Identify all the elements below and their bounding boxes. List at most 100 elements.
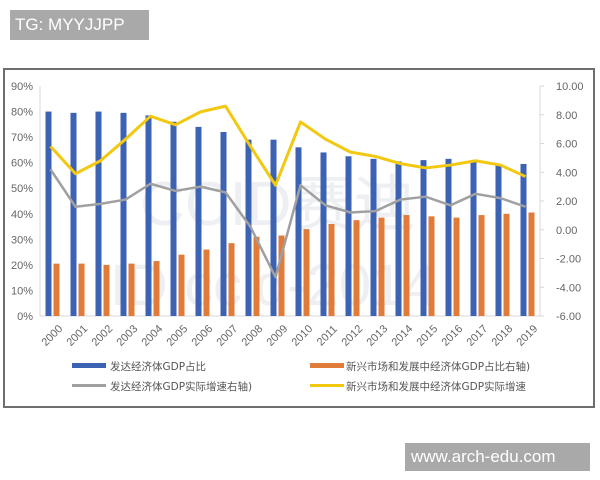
- bar-developed-share: [420, 160, 427, 316]
- right-axis-tick: -6.00: [556, 311, 581, 323]
- x-axis-label: 2018: [489, 323, 515, 349]
- legend-item-emerging-share: 新兴市场和发展中经济体GDP占比右轴): [310, 360, 530, 373]
- bar-emerging-share: [153, 261, 160, 316]
- left-axis-tick: 80%: [11, 107, 33, 119]
- right-axis-tick: -4.00: [556, 282, 581, 294]
- x-axis-label: 2009: [264, 323, 290, 349]
- bar-developed-share: [395, 161, 402, 316]
- right-axis-tick: 2.00: [556, 196, 577, 208]
- bar-emerging-share: [203, 249, 210, 316]
- bar-emerging-share: [278, 235, 285, 316]
- svg-text:发达经济体GDP占比: 发达经济体GDP占比: [110, 360, 206, 373]
- right-axis-tick: 8.00: [556, 110, 577, 122]
- bar-emerging-share: [178, 254, 185, 316]
- bar-developed-share: [220, 132, 227, 316]
- left-axis-tick: 30%: [11, 234, 33, 246]
- bar-developed-share: [145, 115, 152, 316]
- x-axis-label: 2003: [114, 323, 140, 349]
- bar-developed-share: [295, 147, 302, 316]
- bar-emerging-share: [303, 229, 310, 316]
- bar-emerging-share: [78, 263, 85, 316]
- bar-emerging-share: [53, 263, 60, 316]
- legend-item-developed-growth: 发达经济体GDP实际增速右轴): [72, 380, 252, 393]
- left-axis-tick: 20%: [11, 260, 33, 272]
- x-axis-labels: 2000 2001 2002 2003 2004 2005 2006 2007 2008 2009…: [39, 323, 540, 349]
- legend-swatch-blue: [72, 363, 106, 368]
- x-axis-label: 2015: [414, 323, 440, 349]
- bar-developed-share: [345, 156, 352, 316]
- bar-emerging-share: [103, 264, 110, 316]
- line-emerging-growth: [49, 104, 527, 187]
- x-axis-label: 2000: [39, 323, 65, 349]
- bar-emerging-share: [428, 216, 435, 316]
- line-developed-growth: [49, 168, 526, 279]
- left-axis-tick: 40%: [11, 209, 33, 221]
- right-axis-tick: 4.00: [556, 167, 577, 179]
- left-axis-tick: 60%: [11, 158, 33, 170]
- bar-developed-share: [245, 139, 252, 316]
- right-axis-tick: 0.00: [556, 225, 577, 237]
- legend-swatch-orange: [310, 363, 344, 368]
- bar-developed-share: [520, 163, 527, 316]
- left-axis-tick: 70%: [11, 132, 33, 144]
- right-axis-tick: -2.00: [556, 254, 581, 266]
- bar-emerging-share: [128, 263, 135, 316]
- watermark-tag-bottom: www.arch-edu.com: [405, 443, 590, 471]
- x-axis-label: 2013: [364, 323, 390, 349]
- lines: [49, 104, 527, 279]
- legend: 发达经济体GDP占比 新兴市场和发展中经济体GDP占比右轴) 发达经济体GDP实…: [72, 360, 530, 393]
- bar-emerging-share: [503, 213, 510, 316]
- bar-emerging-share: [403, 215, 410, 316]
- x-axis-label: 2011: [315, 323, 340, 348]
- x-axis-label: 2010: [289, 323, 315, 349]
- x-axis-label: 2002: [89, 323, 115, 349]
- right-axis-tick: 10.00: [556, 81, 584, 93]
- bar-emerging-share: [353, 220, 360, 316]
- bar-developed-share: [445, 158, 452, 316]
- x-axis-label: 2016: [439, 323, 465, 349]
- x-axis-label: 2012: [339, 323, 365, 349]
- left-axis-tick: 90%: [11, 81, 33, 93]
- bar-emerging-share: [228, 243, 235, 316]
- legend-swatch-yellow: [310, 384, 344, 387]
- watermark-tag-top: TG: MYYJJPP: [10, 10, 149, 40]
- bar-emerging-share: [528, 212, 535, 316]
- x-axis-label: 2008: [239, 323, 265, 349]
- bar-developed-share: [195, 126, 202, 316]
- bar-emerging-share: [253, 236, 260, 316]
- svg-text:发达经济体GDP实际增速右轴): 发达经济体GDP实际增速右轴): [110, 380, 252, 393]
- legend-swatch-gray: [72, 384, 106, 387]
- legend-item-developed-share: 发达经济体GDP占比: [72, 360, 206, 373]
- axes: 0% 10% 20% 30% 40% 50% 60% 70% 80% 90% -6.00 -4.00 -…: [11, 81, 584, 323]
- bar-developed-share: [45, 111, 52, 316]
- x-axis-label: 2019: [514, 323, 540, 349]
- svg-text:新兴市场和发展中经济体GDP占比右轴): 新兴市场和发展中经济体GDP占比右轴): [346, 360, 530, 373]
- bar-developed-share: [495, 165, 502, 316]
- svg-text:新兴市场和发展中经济体GDP实际增速: 新兴市场和发展中经济体GDP实际增速: [346, 380, 527, 393]
- bar-emerging-share: [328, 224, 335, 316]
- bars: [45, 111, 535, 317]
- left-axis-tick: 0%: [17, 311, 33, 323]
- bar-emerging-share: [453, 217, 460, 316]
- bar-emerging-share: [478, 215, 485, 316]
- x-axis-label: 2006: [189, 323, 215, 349]
- legend-item-emerging-growth: 新兴市场和发展中经济体GDP实际增速: [310, 380, 527, 393]
- bar-developed-share: [320, 152, 327, 316]
- x-axis-label: 2014: [389, 323, 415, 349]
- x-axis-label: 2001: [64, 323, 90, 349]
- x-axis-label: 2004: [139, 323, 165, 349]
- bar-developed-share: [120, 112, 127, 316]
- bar-emerging-share: [378, 217, 385, 316]
- left-axis-tick: 50%: [11, 183, 33, 195]
- left-axis-tick: 10%: [11, 285, 33, 297]
- x-axis-label: 2007: [214, 323, 240, 349]
- bar-developed-share: [370, 158, 377, 316]
- x-axis-label: 2017: [464, 323, 490, 349]
- bar-developed-share: [95, 111, 102, 316]
- x-axis-label: 2005: [164, 323, 190, 349]
- right-axis-tick: 6.00: [556, 139, 577, 151]
- bar-developed-share: [170, 121, 177, 317]
- bar-developed-share: [270, 139, 277, 316]
- bar-developed-share: [70, 112, 77, 316]
